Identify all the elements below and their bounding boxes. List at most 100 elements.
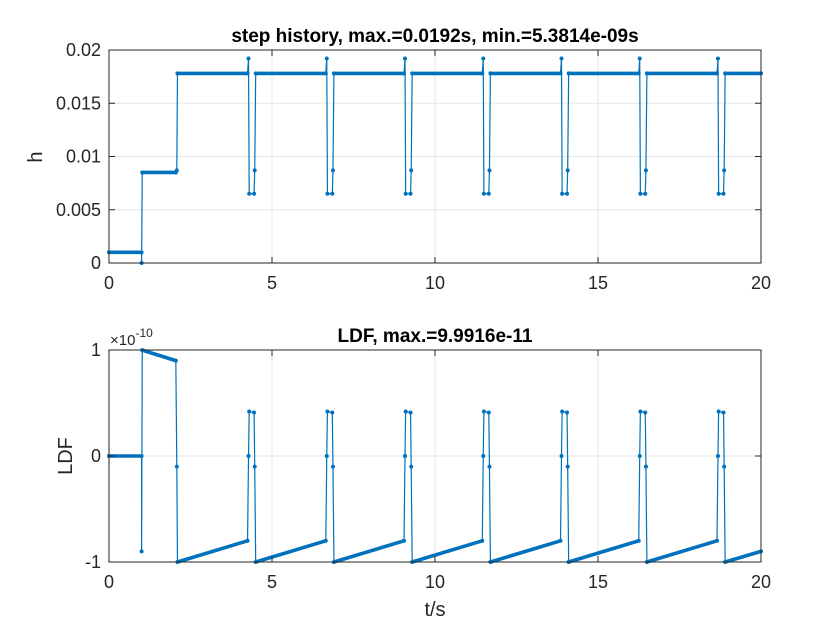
data-point: [480, 71, 485, 76]
data-point: [714, 538, 719, 543]
data-point: [409, 464, 414, 469]
data-point: [140, 170, 145, 175]
x-tick-label: 0: [104, 273, 114, 293]
y-exponent-base: ×10: [110, 332, 135, 349]
data-point: [565, 168, 570, 173]
x-tick-label: 10: [425, 273, 445, 293]
data-point: [246, 56, 251, 61]
y-tick-label: 0.02: [66, 40, 101, 60]
grid-bottom: [109, 350, 761, 562]
data-point: [721, 410, 726, 415]
series-dense-segment: [723, 549, 763, 564]
data-point: [246, 454, 251, 458]
data-point: [330, 410, 335, 415]
data-point: [715, 56, 720, 61]
data-point: [253, 71, 258, 76]
data-point: [325, 191, 330, 196]
chart-title-top: step history, max.=0.0192s, min.=5.3814e…: [231, 26, 638, 47]
data-point: [481, 454, 486, 458]
data-point: [330, 464, 335, 469]
y-tick-label: 0.01: [66, 147, 101, 167]
series-dense-segment: [488, 538, 563, 564]
ticks-top: 0 5 10 15 20 0 0.005 0.01 0.015 0.02: [56, 40, 771, 293]
series-dense-segment: [645, 538, 719, 564]
y-tick-label: -1: [85, 552, 101, 572]
series-dense-segment: [253, 538, 328, 564]
data-point: [643, 191, 648, 196]
data-point: [559, 454, 564, 458]
data-point: [565, 191, 570, 196]
data-point: [481, 191, 486, 196]
data-point: [247, 409, 252, 414]
data-point: [139, 454, 144, 458]
data-point: [173, 358, 178, 363]
data-point: [637, 454, 642, 458]
series-dense-segment: [332, 538, 406, 564]
data-point: [403, 56, 408, 61]
data-point: [636, 538, 641, 543]
data-point: [636, 71, 641, 76]
data-point: [487, 464, 492, 469]
data-point: [331, 71, 336, 76]
data-point: [558, 538, 563, 543]
y-axis-label-top: h: [25, 151, 47, 162]
data-point: [409, 168, 414, 173]
x-tick-label: 0: [104, 572, 114, 592]
grid-top: [109, 50, 761, 263]
series-dense-segment: [140, 348, 178, 363]
data-point: [408, 191, 413, 196]
data-point: [723, 71, 728, 76]
data-point: [403, 409, 408, 414]
x-tick-label: 15: [588, 273, 608, 293]
x-tick-label: 5: [267, 273, 277, 293]
x-tick-label: 15: [588, 572, 608, 592]
x-tick-label: 20: [751, 572, 771, 592]
data-point: [722, 464, 727, 469]
data-point: [565, 410, 570, 415]
data-point: [252, 410, 257, 415]
data-point: [486, 191, 491, 196]
data-point: [643, 410, 648, 415]
data-point: [721, 191, 726, 196]
data-point: [245, 71, 250, 76]
y-exponent-label: ×10-10: [110, 326, 153, 349]
data-point: [486, 410, 491, 415]
x-axis-label-bottom: t/s: [424, 599, 445, 621]
data-point: [559, 56, 564, 61]
data-point: [715, 454, 720, 458]
series-top: [107, 56, 763, 265]
data-point: [558, 71, 563, 76]
y-tick-label: 0: [91, 253, 101, 273]
data-point: [175, 71, 180, 76]
data-point: [716, 191, 721, 196]
y-tick-label: 1: [91, 340, 101, 360]
data-point: [560, 191, 565, 196]
data-point: [638, 409, 643, 414]
data-point: [139, 549, 144, 554]
data-point: [324, 56, 329, 61]
y-axis-label-bottom: LDF: [55, 437, 77, 475]
data-point: [402, 538, 407, 543]
data-point: [566, 71, 571, 76]
x-tick-label: 5: [267, 572, 277, 592]
data-point: [247, 191, 252, 196]
series-dense-segment: [175, 538, 250, 564]
series-dense-segment: [566, 538, 641, 564]
data-point: [323, 71, 328, 76]
data-point: [480, 538, 485, 543]
data-point: [252, 464, 257, 469]
data-point: [408, 410, 413, 415]
data-point: [644, 71, 649, 76]
data-point: [139, 250, 144, 255]
data-point: [638, 191, 643, 196]
data-point: [487, 168, 492, 173]
chart-title-bottom: LDF, max.=9.9916e-11: [338, 326, 533, 347]
y-tick-label: 0.005: [56, 200, 101, 220]
x-tick-label: 20: [751, 273, 771, 293]
series-dense-segment: [410, 538, 485, 564]
y-tick-label: 0: [91, 446, 101, 466]
y-exponent-power: -10: [135, 326, 153, 340]
ticks-bottom: 0 5 10 15 20-101: [85, 340, 771, 592]
data-point: [488, 71, 493, 76]
